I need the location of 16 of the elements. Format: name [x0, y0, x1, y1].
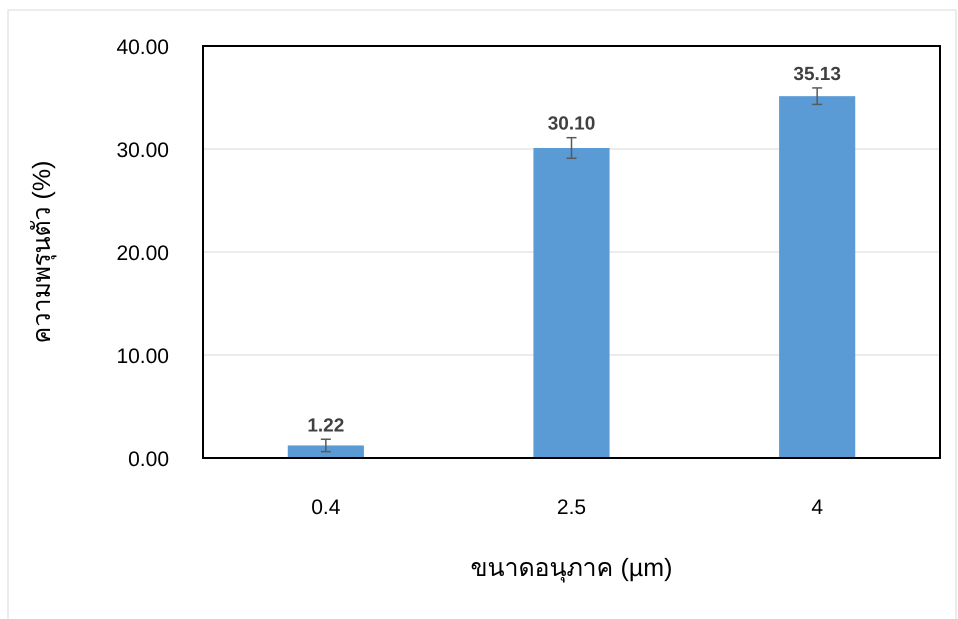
x-tick-label: 0.4 [311, 496, 341, 519]
data-label: 35.13 [793, 64, 841, 85]
bar [533, 148, 610, 458]
x-tick-label: 2.5 [556, 496, 586, 519]
data-label: 1.22 [307, 415, 344, 436]
y-tick-label: 10.00 [116, 345, 169, 368]
x-axis-title: ขนาดอนุภาค (µm) [470, 554, 672, 583]
data-label: 30.10 [548, 114, 596, 135]
y-tick-label: 40.00 [116, 36, 169, 59]
bar [288, 445, 364, 458]
x-tick-label: 4 [811, 496, 824, 519]
y-tick-label: 30.00 [116, 139, 169, 162]
y-axis-title: ความพรุนตัว (%) [28, 160, 57, 344]
y-tick-label: 0.00 [128, 448, 169, 471]
bar [779, 96, 856, 458]
y-tick-label: 20.00 [116, 242, 169, 265]
